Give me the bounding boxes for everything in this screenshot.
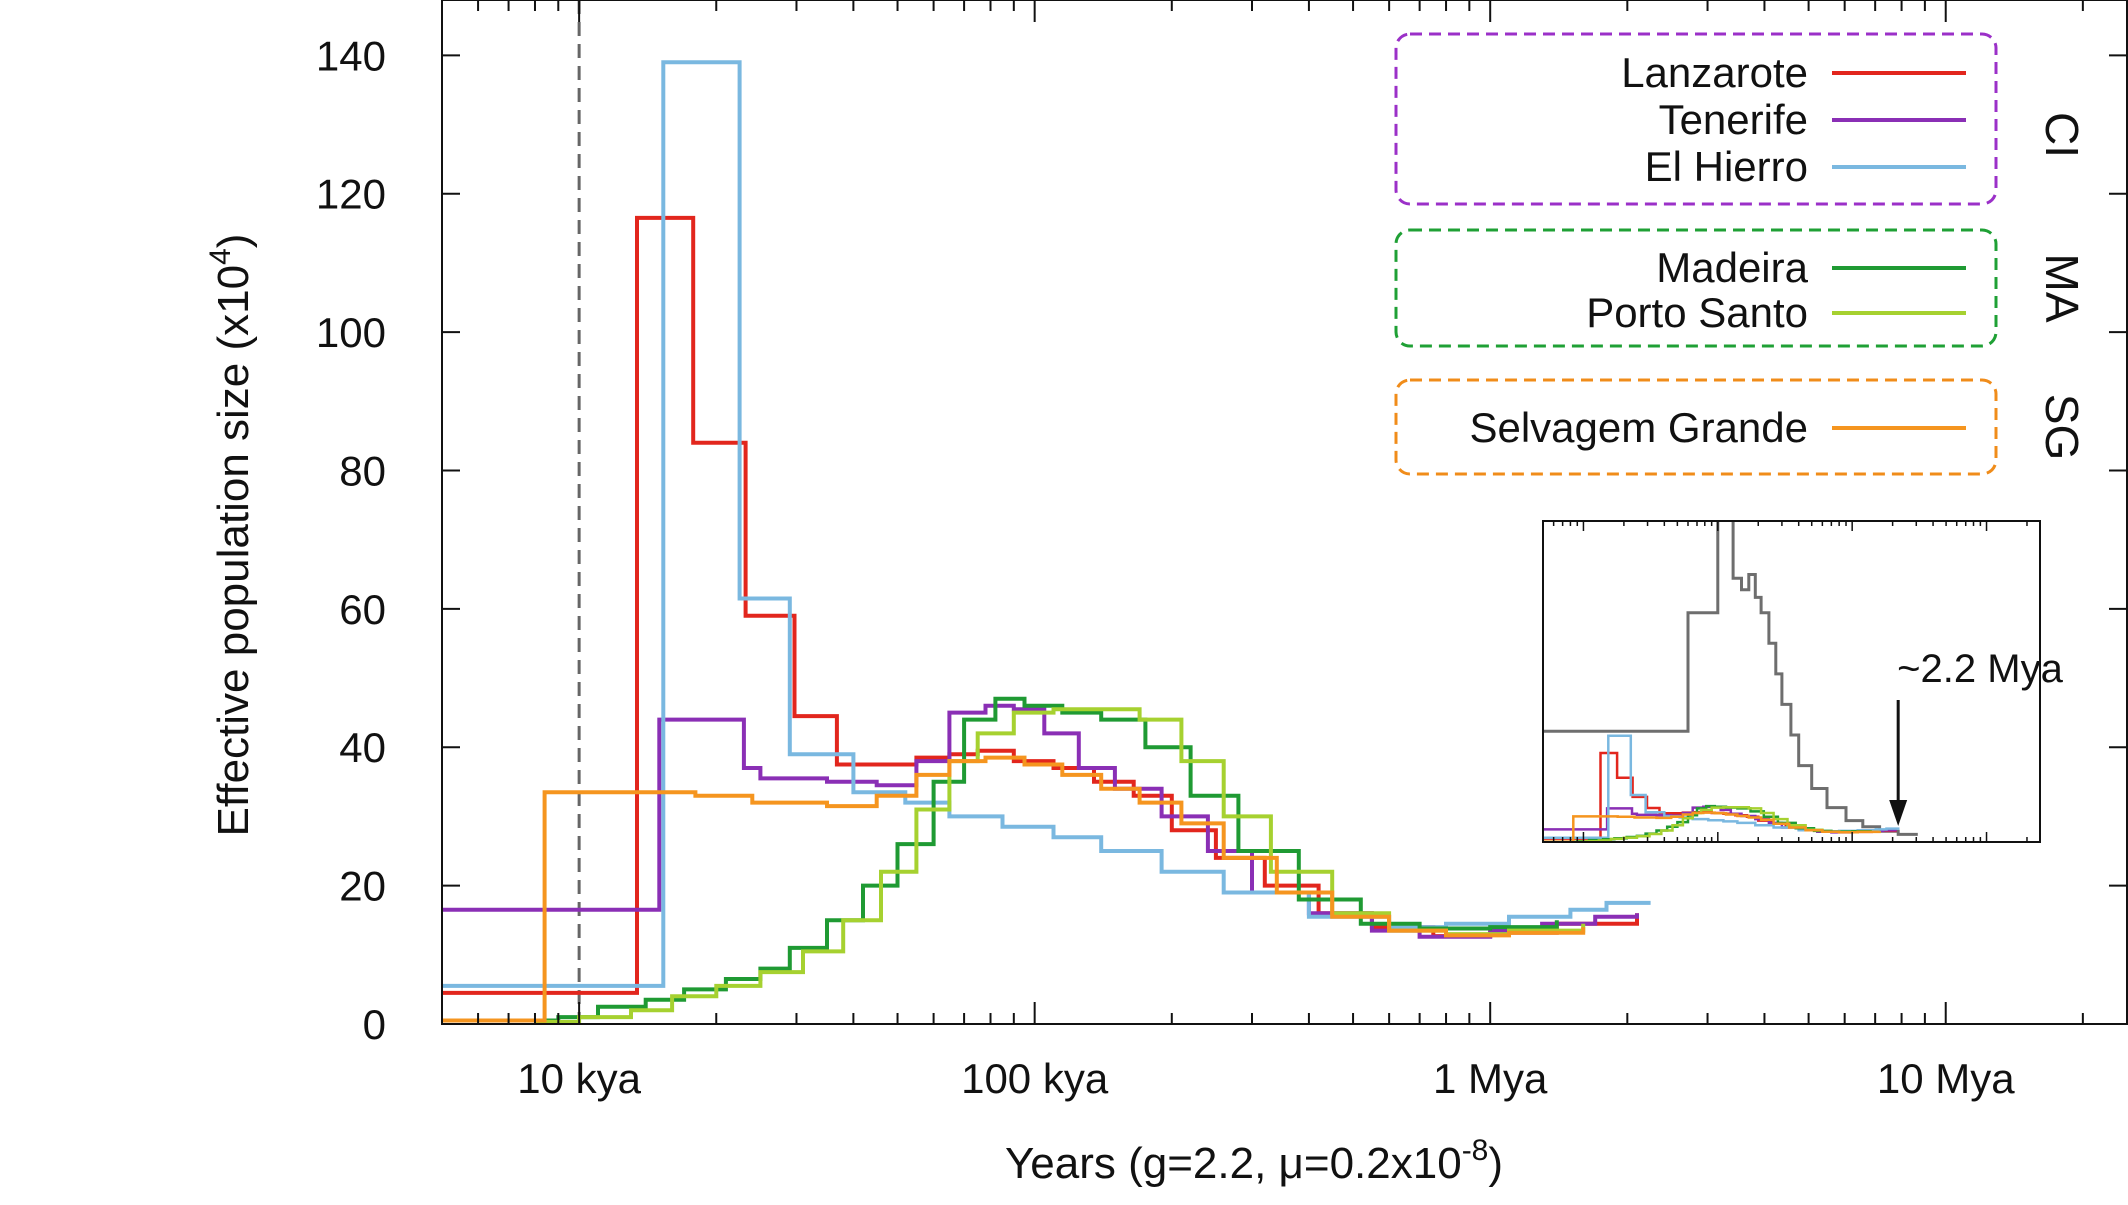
legend-group-label: MA <box>2036 254 2088 323</box>
main-plot-frame <box>441 0 2128 1025</box>
main-plot-lines <box>442 0 1651 1024</box>
x-tick-label: 10 kya <box>517 1055 641 1102</box>
inset-annotation-arrowhead <box>1889 800 1908 826</box>
series-line-selvagem-grande <box>442 755 1586 1023</box>
legend-group-box-ma <box>1394 228 1998 348</box>
legend-label: El Hierro <box>1645 143 1808 190</box>
y-tick-label: 120 <box>316 171 386 218</box>
legend-group-box-ci <box>1394 32 1998 206</box>
inset-frame <box>1542 520 2041 843</box>
series-line-el-hierro <box>442 60 1651 988</box>
series-line-tenerife <box>442 703 1639 939</box>
inset-annotation-label: ~2.2 Mya <box>1897 647 2063 691</box>
y-axis-label: Effective population size (x104) <box>204 234 258 837</box>
y-tick-label: 0 <box>363 1001 386 1048</box>
x-axis-label: Years (g=2.2, μ=0.2x10-8) <box>1005 1134 1503 1188</box>
main-axis-ticks: 0 20 40 60 80 100 120 140 10 kya 100 kya 1 Mya 10 M… <box>316 0 2127 1102</box>
x-tick-label: 1 Mya <box>1433 1055 1548 1102</box>
inset-lines <box>1543 521 1918 842</box>
series-line-madeira <box>535 696 1559 1023</box>
x-tick-label: 10 Mya <box>1877 1055 2015 1102</box>
legend-label: Porto Santo <box>1586 289 1808 336</box>
inset-reference-line <box>1543 521 1918 836</box>
legend-group-label: CI <box>2036 112 2088 158</box>
y-tick-label: 100 <box>316 309 386 356</box>
legend-label: Selvagem Grande <box>1469 404 1808 451</box>
inset-plot: ~2.2 Mya <box>1542 520 2064 843</box>
legend-label: Lanzarote <box>1621 49 1808 96</box>
y-tick-label: 40 <box>339 724 386 771</box>
series-line-lanzarote <box>442 215 1639 995</box>
series-line-porto-santo <box>535 707 1586 1024</box>
legend-group-box-sg <box>1394 378 1998 476</box>
legend-label: Madeira <box>1656 244 1808 291</box>
legend-label: Tenerife <box>1659 96 1808 143</box>
legend-group-label: SG <box>2036 394 2088 460</box>
inset-series-line-selvagem-grande <box>1543 811 1881 842</box>
y-tick-label: 60 <box>339 586 386 633</box>
inset-background <box>1543 521 2040 842</box>
x-tick-label: 100 kya <box>961 1055 1109 1102</box>
y-tick-label: 80 <box>339 447 386 494</box>
y-tick-label: 140 <box>316 32 386 79</box>
y-tick-label: 20 <box>339 863 386 910</box>
